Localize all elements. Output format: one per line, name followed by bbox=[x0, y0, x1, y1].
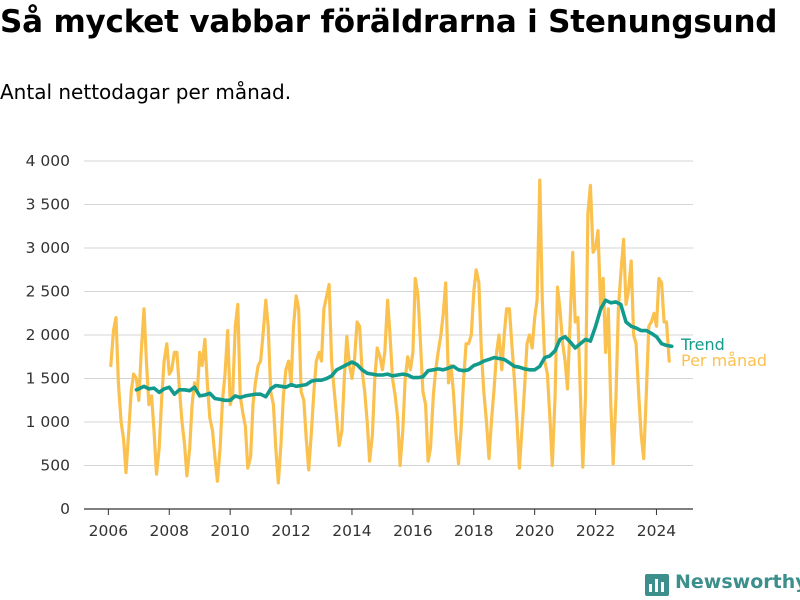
chart-subtitle: Antal nettodagar per månad. bbox=[0, 80, 292, 104]
x-tick-label: 2010 bbox=[210, 522, 249, 540]
x-tick-label: 2014 bbox=[332, 522, 371, 540]
x-tick-label: 2020 bbox=[515, 522, 554, 540]
newsworthy-logo: Newsworthy bbox=[645, 568, 800, 596]
brand-name: Newsworthy bbox=[675, 571, 800, 593]
x-tick-label: 2008 bbox=[150, 522, 189, 540]
x-tick-label: 2024 bbox=[637, 522, 676, 540]
legend-label: Trend bbox=[680, 335, 725, 354]
bar-chart-icon bbox=[645, 574, 669, 596]
y-tick-label: 4 000 bbox=[26, 152, 70, 170]
x-tick-label: 2016 bbox=[393, 522, 432, 540]
y-tick-label: 1 500 bbox=[26, 370, 70, 388]
y-tick-label: 2 500 bbox=[26, 283, 70, 301]
y-tick-label: 2 000 bbox=[26, 326, 70, 344]
x-tick-label: 2022 bbox=[576, 522, 615, 540]
x-tick-label: 2006 bbox=[89, 522, 128, 540]
series-line-trend bbox=[134, 298, 674, 403]
chart-title: Så mycket vabbar föräldrarna i Stenungsu… bbox=[0, 4, 778, 40]
series-lines bbox=[109, 178, 674, 485]
x-axis: 2006 2008 2010 2012 2014 2016 2018 2020 2022 2024 bbox=[84, 508, 693, 540]
legend-label: Per månad bbox=[681, 351, 767, 370]
y-axis-ticks: 0 500 1 000 1 500 2 000 2 500 3 000 3 500 4 000 bbox=[26, 152, 70, 518]
x-tick-label: 2012 bbox=[271, 522, 310, 540]
x-tick-label: 2018 bbox=[454, 522, 493, 540]
y-tick-label: 0 bbox=[60, 500, 70, 518]
y-tick-label: 500 bbox=[40, 457, 70, 475]
y-tick-label: 3 500 bbox=[26, 196, 70, 214]
y-tick-label: 3 000 bbox=[26, 239, 70, 257]
series-line-per-manad bbox=[109, 178, 671, 485]
y-tick-label: 1 000 bbox=[26, 413, 70, 431]
